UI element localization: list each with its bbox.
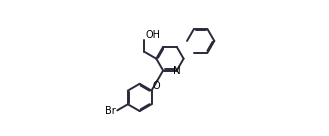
Text: Br: Br xyxy=(105,106,116,116)
Text: OH: OH xyxy=(146,30,161,40)
Text: N: N xyxy=(173,66,181,76)
Text: O: O xyxy=(153,81,160,91)
